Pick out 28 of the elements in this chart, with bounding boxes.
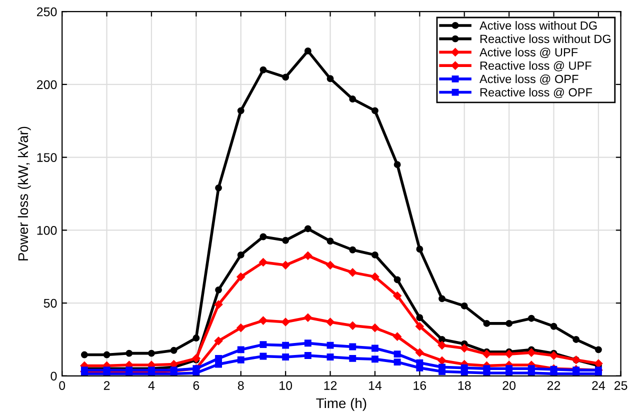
y-tick-label: 200 bbox=[36, 80, 57, 90]
legend-label: Reactive loss @ UPF bbox=[480, 61, 592, 72]
legend-label: Reactive loss @ OPF bbox=[480, 88, 592, 98]
x-tick-label: 2 bbox=[104, 381, 110, 390]
legend-label: Active loss @ OPF bbox=[480, 74, 578, 85]
x-tick-label: 24 bbox=[592, 381, 606, 390]
x-tick-label: 10 bbox=[280, 381, 292, 390]
y-tick-label: 100 bbox=[37, 226, 57, 235]
x-tick-label: 12 bbox=[324, 381, 337, 390]
x-tick-label: 16 bbox=[414, 381, 426, 390]
x-tick-label: 8 bbox=[238, 381, 244, 390]
x-tick-label: 14 bbox=[368, 381, 382, 390]
x-tick-label: 0 bbox=[59, 381, 66, 390]
legend-label: Reactive loss without DG bbox=[480, 34, 610, 44]
x-tick-label: 22 bbox=[547, 381, 560, 390]
x-tick-label: 18 bbox=[458, 381, 471, 390]
legend-label: Active loss @ UPF bbox=[480, 48, 578, 58]
x-tick-label: 20 bbox=[502, 381, 516, 390]
x-tick-label: 4 bbox=[148, 381, 155, 390]
y-tick-label: 250 bbox=[36, 7, 57, 16]
legend-label: Active loss without DG bbox=[480, 21, 597, 30]
x-axis-title: Time (h) bbox=[316, 398, 366, 411]
y-axis-title: Power loss (kW, kVar) bbox=[18, 126, 31, 260]
x-tick-label: 6 bbox=[193, 381, 200, 390]
y-tick-label: 0 bbox=[50, 372, 57, 381]
y-tick-label: 150 bbox=[37, 153, 57, 162]
y-tick-label: 50 bbox=[44, 298, 57, 308]
x-tick-label: 25 bbox=[614, 381, 628, 390]
